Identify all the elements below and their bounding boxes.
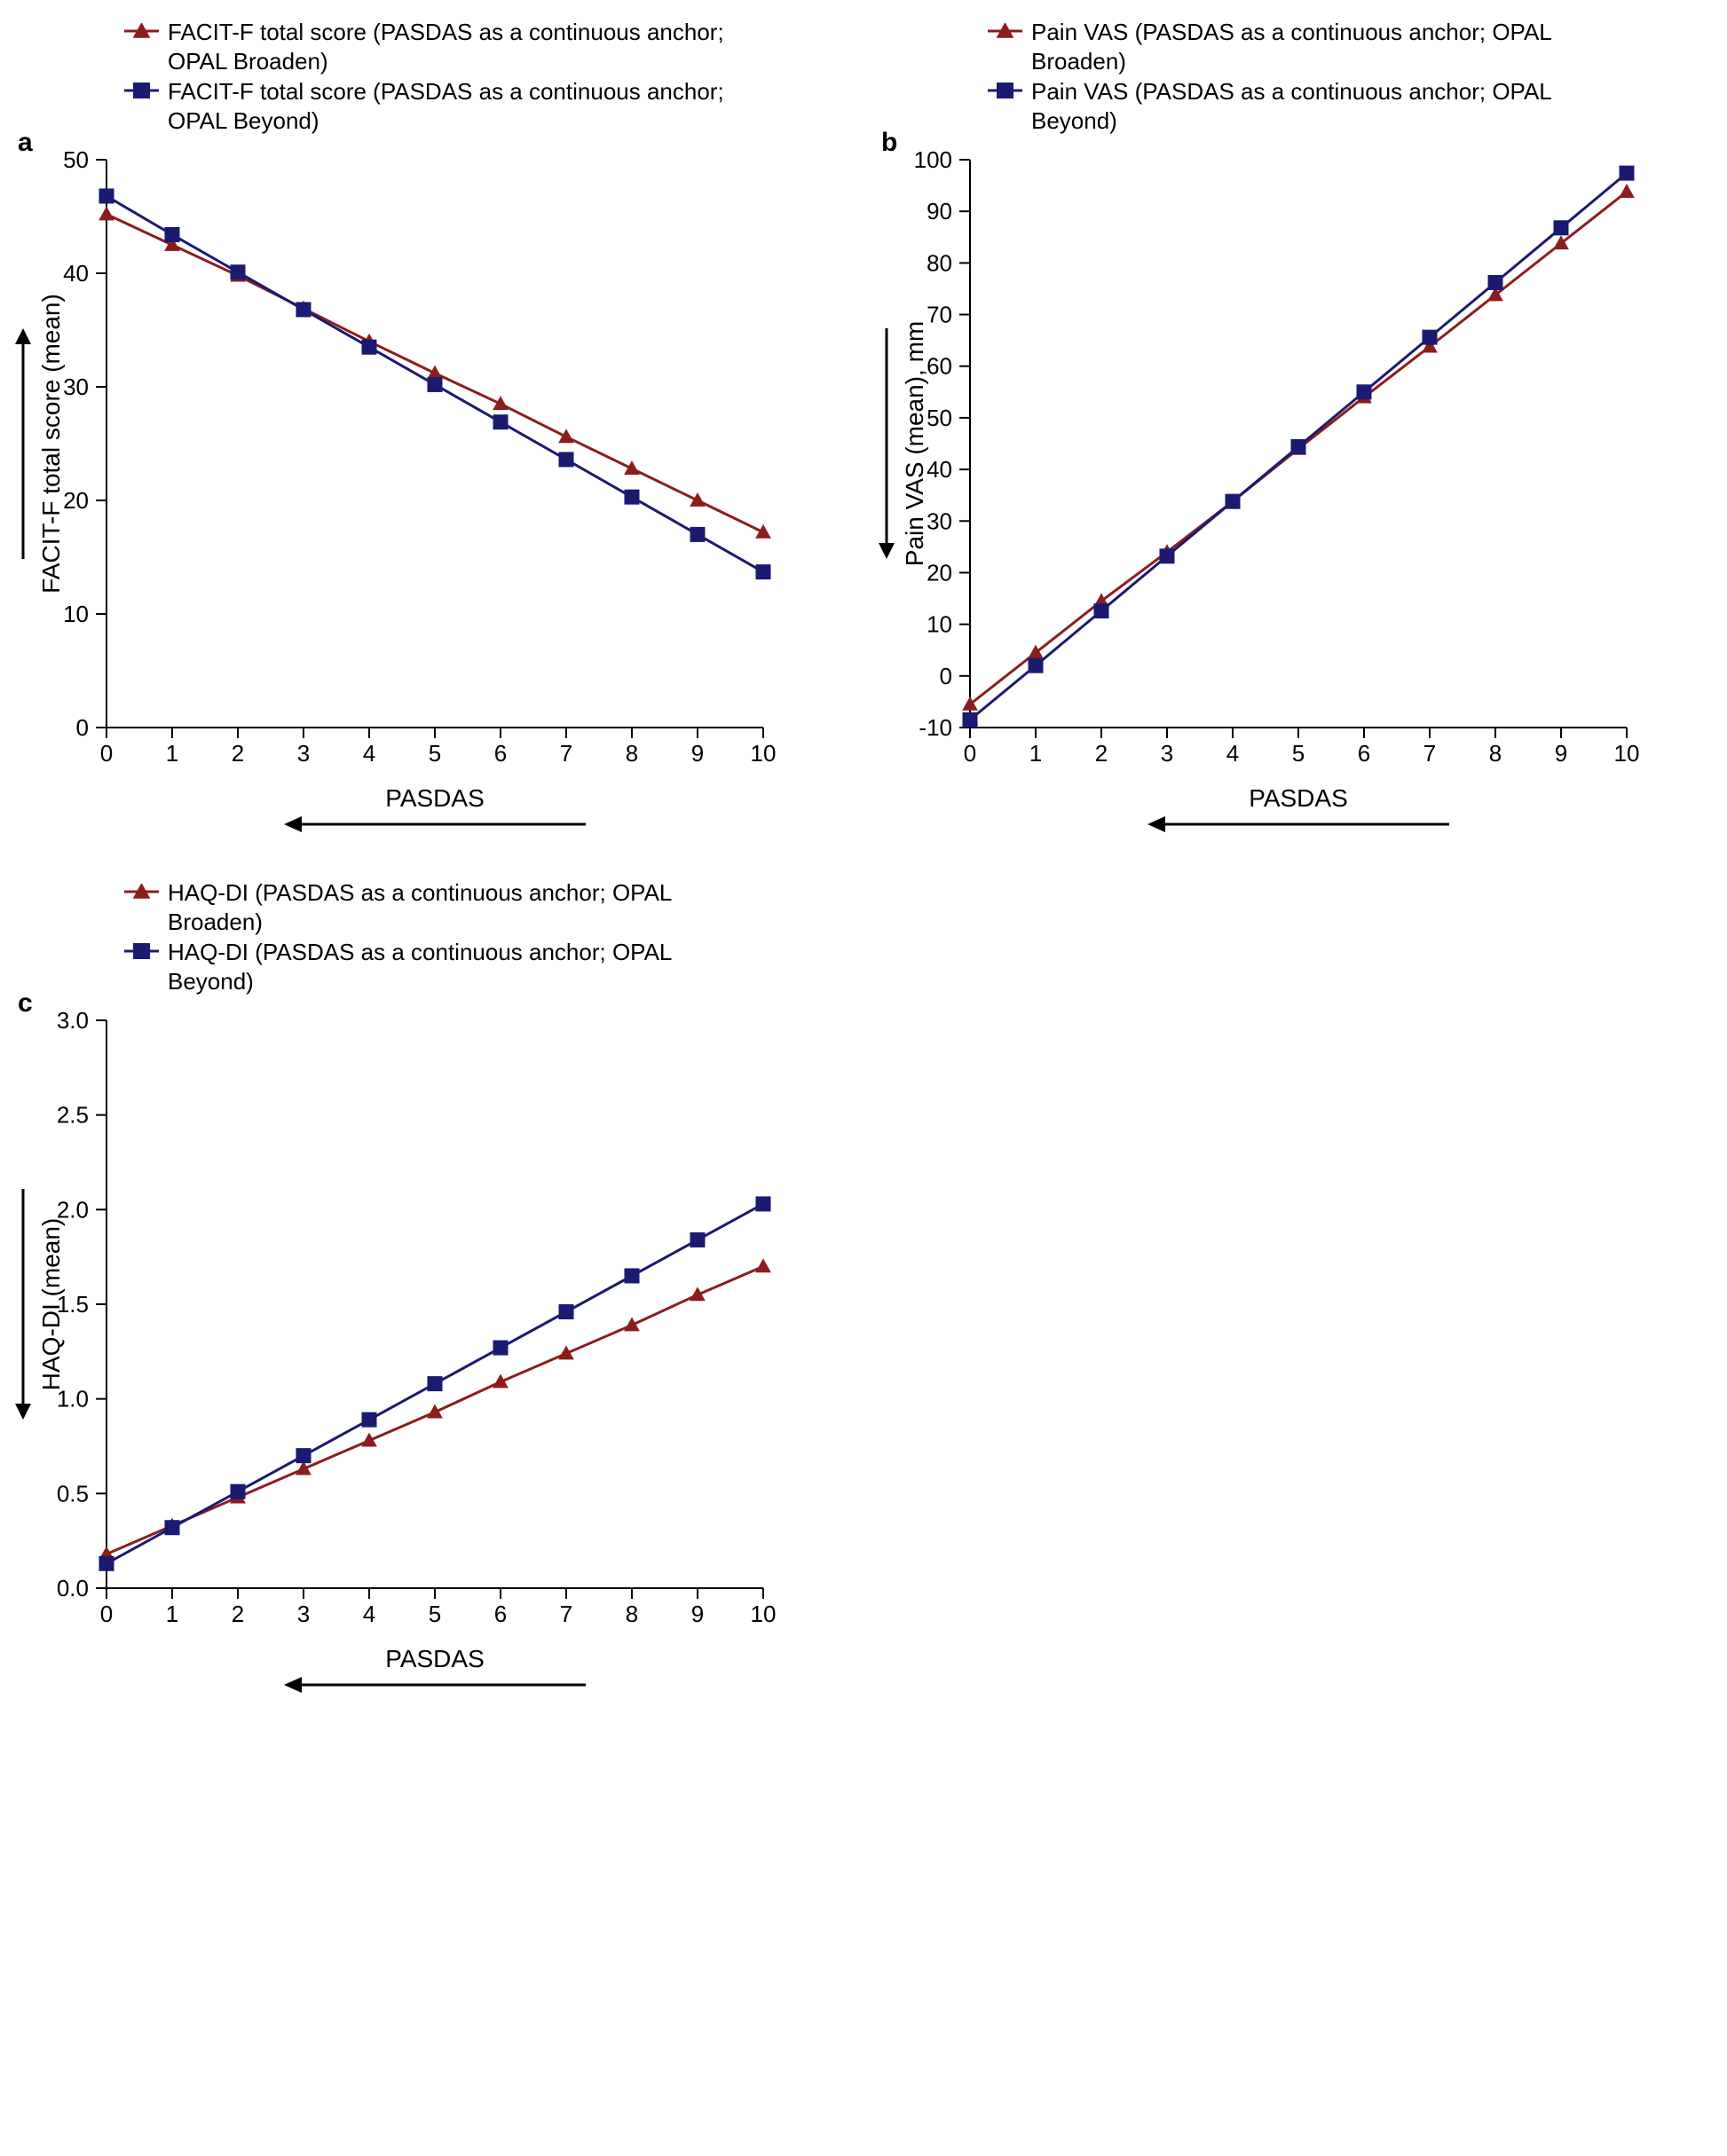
x-tick-label: 7 (560, 740, 572, 767)
x-tick-label: 9 (691, 1601, 704, 1627)
x-tick-label: 8 (1489, 740, 1502, 767)
y-tick-label: 90 (927, 198, 952, 224)
x-tick-label: 5 (429, 1601, 441, 1627)
legend-label: FACIT-F total score (PASDAS as a continu… (168, 77, 736, 135)
x-tick-label: 8 (626, 1601, 638, 1627)
square-marker-icon (988, 83, 1022, 98)
legend-label: HAQ-DI (PASDAS as a continuous anchor; O… (168, 878, 736, 936)
triangle-marker-icon (124, 884, 159, 900)
y-tick-label: 50 (927, 405, 952, 431)
y-tick-label: 10 (63, 601, 89, 627)
arrow-down-icon (876, 328, 897, 559)
y-tick-label: 20 (927, 559, 952, 586)
x-tick-label: 8 (626, 740, 638, 767)
x-tick-label: 3 (1161, 740, 1173, 767)
chart-svg: 0 1 2 3 4 5 6 7 8 9 10 0 10 20 30 40 50 (18, 142, 781, 781)
x-tick-label: 4 (1226, 740, 1239, 767)
x-tick-label: 6 (494, 740, 507, 767)
y-tick-label: 3.0 (57, 1007, 89, 1034)
x-tick-label: 3 (297, 1601, 310, 1627)
x-tick-label: 5 (429, 740, 441, 767)
y-tick-label: 30 (63, 374, 89, 400)
arrow-left-icon (284, 1675, 586, 1695)
y-axis-label: HAQ-DI (mean) (37, 1218, 66, 1390)
y-tick-label: 0.5 (57, 1480, 89, 1507)
y-axis-label: Pain VAS (mean), mm (901, 321, 929, 566)
legend-item: Pain VAS (PASDAS as a continuous anchor;… (988, 77, 1709, 135)
legend-label: HAQ-DI (PASDAS as a continuous anchor; O… (168, 938, 736, 995)
x-tick-label: 4 (363, 740, 375, 767)
x-axis-label: PASDAS (385, 784, 485, 813)
triangle-marker-icon (124, 23, 159, 39)
x-tick-label: 7 (1423, 740, 1436, 767)
legend-item: FACIT-F total score (PASDAS as a continu… (124, 77, 846, 135)
legend-item: Pain VAS (PASDAS as a continuous anchor;… (988, 18, 1709, 75)
y-tick-label: 0.0 (57, 1575, 89, 1601)
chart-svg: 0123456789100.00.51.01.52.02.53.0 (18, 1003, 781, 1641)
y-axis-label: FACIT-F total score (mean) (37, 294, 66, 594)
arrow-up-icon (12, 328, 34, 559)
x-tick-label: 2 (232, 740, 244, 767)
arrow-left-icon (284, 814, 586, 834)
y-tick-label: 2.5 (57, 1102, 89, 1129)
x-tick-label: 5 (1292, 740, 1305, 767)
chart-area: HAQ-DI (mean)0123456789100.00.51.01.52.0… (18, 1003, 846, 1695)
panel-b: Pain VAS (PASDAS as a continuous anchor;… (881, 18, 1709, 834)
figure-grid: FACIT-F total score (PASDAS as a continu… (18, 18, 1709, 1695)
x-axis-label: PASDAS (385, 1645, 485, 1673)
x-tick-label: 10 (751, 740, 777, 767)
legend-item: HAQ-DI (PASDAS as a continuous anchor; O… (124, 878, 846, 936)
arrow-down-icon (12, 1189, 34, 1420)
y-tick-label: 100 (914, 146, 952, 173)
x-tick-label: 4 (363, 1601, 375, 1627)
arrow-left-icon (1147, 814, 1449, 834)
legend-item: HAQ-DI (PASDAS as a continuous anchor; O… (124, 938, 846, 995)
y-tick-label: 70 (927, 302, 952, 328)
y-tick-label: 10 (927, 611, 952, 638)
x-tick-label: 0 (964, 740, 976, 767)
x-tick-label: 10 (1614, 740, 1640, 767)
legend-label: FACIT-F total score (PASDAS as a continu… (168, 18, 736, 75)
y-tick-label: 80 (927, 249, 952, 276)
x-tick-label: 10 (751, 1601, 777, 1627)
x-tick-label: 1 (166, 1601, 178, 1627)
chart-area: Pain VAS (mean), mm 0 1 2 3 4 5 6 7 8 9 10 -10 0 10 20 3… (881, 142, 1709, 834)
y-tick-label: 20 (63, 487, 89, 514)
square-marker-icon (124, 943, 159, 959)
x-tick-label: 0 (100, 1601, 113, 1627)
x-axis-label: PASDAS (1249, 784, 1348, 813)
x-tick-label: 2 (1095, 740, 1108, 767)
legend-label: Pain VAS (PASDAS as a continuous anchor;… (1031, 18, 1599, 75)
x-tick-label: 9 (1555, 740, 1567, 767)
x-tick-label: 1 (166, 740, 178, 767)
x-tick-label: 6 (1358, 740, 1370, 767)
y-tick-label: 30 (927, 508, 952, 534)
y-tick-label: 40 (63, 260, 89, 287)
x-tick-label: 2 (232, 1601, 244, 1627)
chart-svg: 0 1 2 3 4 5 6 7 8 9 10 -10 0 10 20 30 40 50 60 70 80 90 100 (881, 142, 1644, 781)
legend: Pain VAS (PASDAS as a continuous anchor;… (988, 18, 1709, 135)
y-tick-label: -10 (919, 714, 952, 741)
x-tick-label: 1 (1029, 740, 1042, 767)
square-marker-icon (124, 83, 159, 98)
y-tick-label: 50 (63, 146, 89, 173)
chart-area: FACIT-F total score (mean) 0 1 2 3 4 5 6 7 8 9 10 0 1… (18, 142, 846, 834)
y-tick-label: 0 (940, 663, 952, 689)
x-tick-label: 6 (494, 1601, 507, 1627)
legend-item: FACIT-F total score (PASDAS as a continu… (124, 18, 846, 75)
x-tick-label: 7 (560, 1601, 572, 1627)
panel-c: HAQ-DI (PASDAS as a continuous anchor; O… (18, 878, 846, 1695)
panel-a: FACIT-F total score (PASDAS as a continu… (18, 18, 846, 834)
triangle-marker-icon (988, 23, 1022, 39)
y-tick-label: 40 (927, 456, 952, 483)
y-tick-label: 0 (76, 714, 89, 741)
y-tick-label: 60 (927, 353, 952, 380)
legend: HAQ-DI (PASDAS as a continuous anchor; O… (124, 878, 846, 995)
legend: FACIT-F total score (PASDAS as a continu… (124, 18, 846, 135)
legend-label: Pain VAS (PASDAS as a continuous anchor;… (1031, 77, 1599, 135)
x-tick-label: 3 (297, 740, 310, 767)
x-tick-label: 9 (691, 740, 704, 767)
x-tick-label: 0 (100, 740, 113, 767)
